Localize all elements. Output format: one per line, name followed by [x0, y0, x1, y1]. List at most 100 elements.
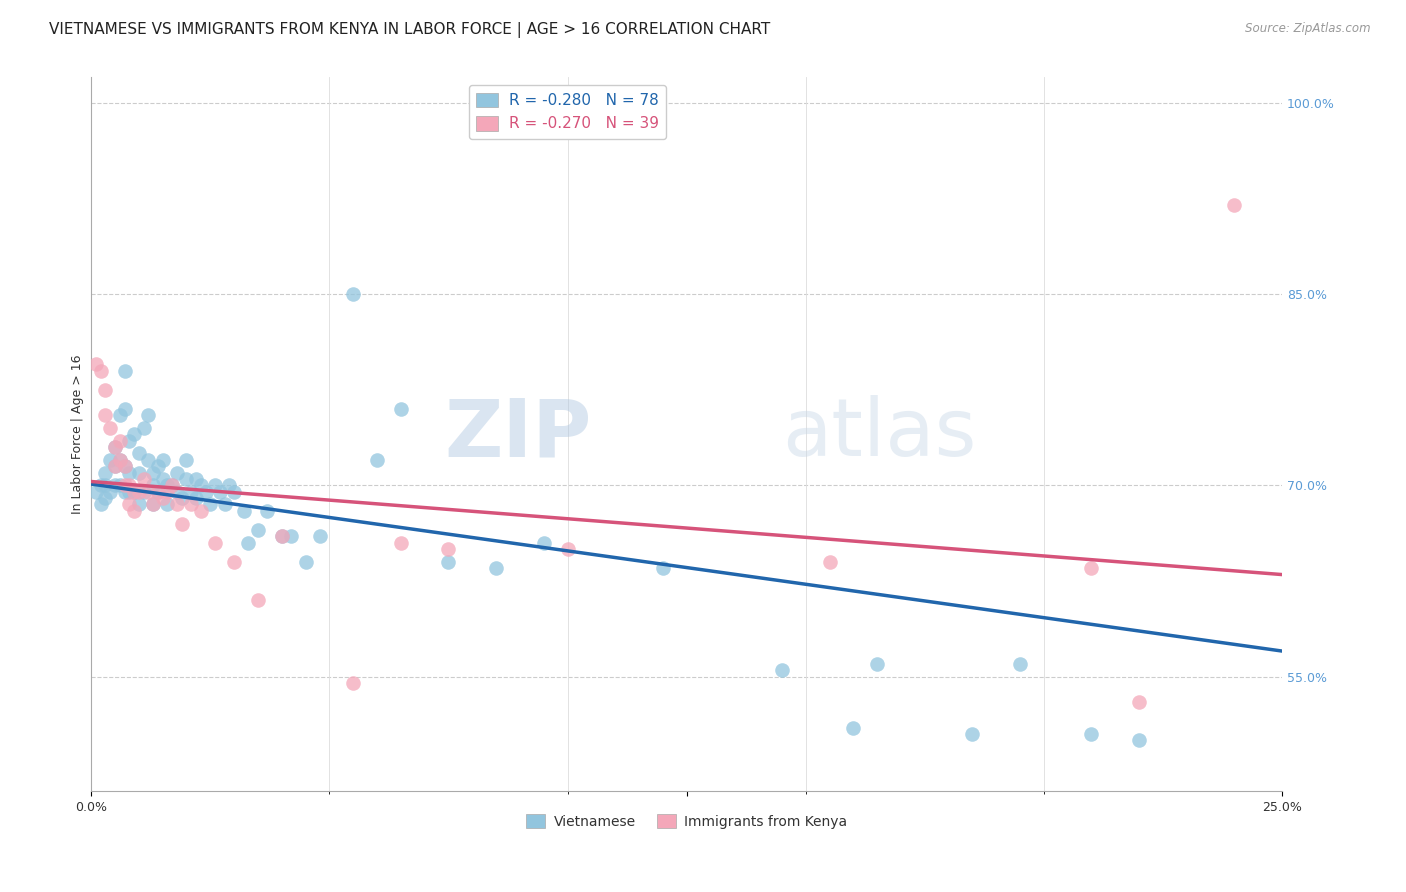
Point — [214, 498, 236, 512]
Point — [108, 453, 131, 467]
Point — [104, 459, 127, 474]
Point — [118, 478, 141, 492]
Point — [651, 561, 673, 575]
Point — [122, 484, 145, 499]
Y-axis label: In Labor Force | Age > 16: In Labor Force | Age > 16 — [72, 355, 84, 514]
Point — [128, 466, 150, 480]
Point — [138, 484, 160, 499]
Text: atlas: atlas — [782, 395, 976, 474]
Point — [114, 459, 136, 474]
Point — [238, 535, 260, 549]
Point — [114, 478, 136, 492]
Point — [142, 498, 165, 512]
Point — [118, 434, 141, 448]
Point — [108, 409, 131, 423]
Point — [142, 478, 165, 492]
Point — [104, 478, 127, 492]
Point — [90, 478, 112, 492]
Point — [232, 504, 254, 518]
Point — [114, 459, 136, 474]
Point — [1080, 561, 1102, 575]
Point — [132, 484, 155, 499]
Point — [190, 478, 212, 492]
Point — [152, 472, 174, 486]
Point — [176, 453, 198, 467]
Point — [184, 491, 207, 505]
Point — [122, 504, 145, 518]
Point — [366, 453, 388, 467]
Point — [118, 466, 141, 480]
Point — [342, 287, 364, 301]
Point — [180, 484, 202, 499]
Point — [184, 472, 207, 486]
Point — [533, 535, 555, 549]
Point — [342, 676, 364, 690]
Point — [280, 529, 302, 543]
Point — [156, 484, 179, 499]
Text: VIETNAMESE VS IMMIGRANTS FROM KENYA IN LABOR FORCE | AGE > 16 CORRELATION CHART: VIETNAMESE VS IMMIGRANTS FROM KENYA IN L… — [49, 22, 770, 38]
Point — [142, 466, 165, 480]
Point — [160, 478, 183, 492]
Point — [146, 459, 169, 474]
Point — [98, 421, 121, 435]
Point — [128, 446, 150, 460]
Point — [94, 478, 117, 492]
Point — [108, 434, 131, 448]
Point — [308, 529, 330, 543]
Point — [98, 453, 121, 467]
Legend: Vietnamese, Immigrants from Kenya: Vietnamese, Immigrants from Kenya — [520, 809, 853, 834]
Point — [108, 453, 131, 467]
Point — [152, 491, 174, 505]
Point — [204, 535, 226, 549]
Point — [389, 401, 412, 416]
Point — [90, 498, 112, 512]
Point — [118, 484, 141, 499]
Point — [152, 453, 174, 467]
Point — [146, 484, 169, 499]
Point — [190, 504, 212, 518]
Point — [94, 383, 117, 397]
Point — [256, 504, 278, 518]
Point — [146, 484, 169, 499]
Point — [132, 472, 155, 486]
Point — [204, 478, 226, 492]
Point — [142, 498, 165, 512]
Point — [1080, 727, 1102, 741]
Point — [770, 663, 793, 677]
Point — [166, 498, 188, 512]
Point — [94, 409, 117, 423]
Point — [176, 472, 198, 486]
Point — [170, 491, 193, 505]
Point — [160, 478, 183, 492]
Point — [114, 484, 136, 499]
Point — [94, 466, 117, 480]
Point — [1008, 657, 1031, 671]
Point — [1223, 198, 1246, 212]
Point — [294, 555, 316, 569]
Point — [218, 478, 240, 492]
Point — [94, 491, 117, 505]
Point — [108, 478, 131, 492]
Point — [132, 421, 155, 435]
Point — [114, 363, 136, 377]
Point — [156, 498, 179, 512]
Point — [98, 484, 121, 499]
Point — [104, 440, 127, 454]
Point — [170, 516, 193, 531]
Point — [962, 727, 984, 741]
Point — [437, 555, 460, 569]
Point — [222, 555, 245, 569]
Point — [128, 484, 150, 499]
Point — [128, 498, 150, 512]
Point — [104, 440, 127, 454]
Point — [166, 466, 188, 480]
Text: ZIP: ZIP — [444, 395, 592, 474]
Point — [180, 498, 202, 512]
Point — [222, 484, 245, 499]
Point — [200, 498, 222, 512]
Point — [166, 484, 188, 499]
Point — [842, 721, 865, 735]
Point — [246, 523, 269, 537]
Point — [90, 363, 112, 377]
Point — [1128, 733, 1150, 747]
